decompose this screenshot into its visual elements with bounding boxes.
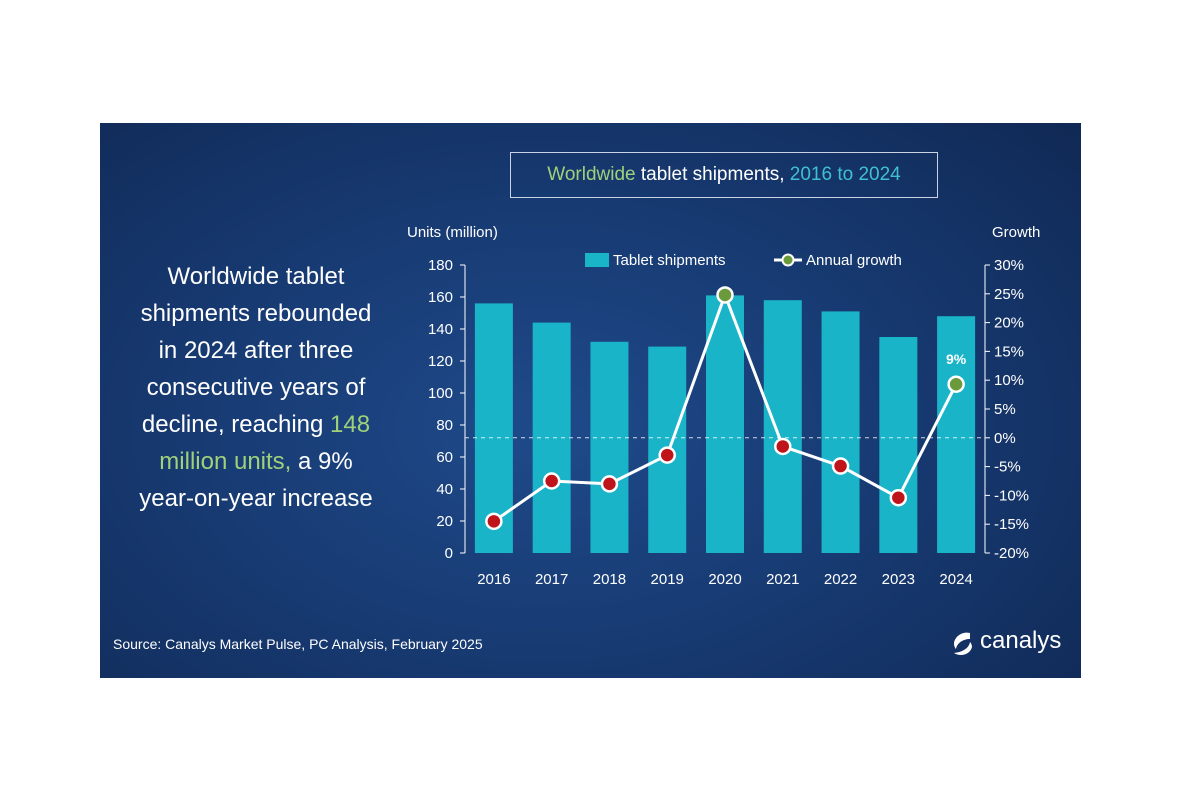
y-tick-label: 40 [436,481,453,498]
bar-2023 [879,337,918,553]
y-tick-label: 140 [428,321,453,338]
growth-point-2022 [831,457,850,475]
growth-point-2016 [485,512,503,531]
source-note: Source: Canalys Market Pulse, PC Analysi… [113,636,483,652]
chart-layer: 0 20 40 60 80 100 120 140 160 180 -20% -15% -10% -5% 0… [407,224,1040,588]
legend-label-growth: Annual growth [806,252,902,269]
x-tick-label: 2023 [882,571,915,588]
growth-point-2024 [947,375,965,393]
growth-point-2023 [889,488,908,507]
y2-tick-label: -10% [994,487,1029,504]
growth-point-2019 [658,446,676,464]
y2-tick-label: -5% [994,459,1021,476]
y2-tick-label: 5% [994,401,1016,418]
headline-text-increase-pct: a 9% [291,448,353,475]
legend-swatch-shipments [585,253,609,267]
x-tick-label: 2019 [651,571,684,588]
y2-tick-label: 20% [994,315,1024,332]
growth-point-2021 [774,437,792,456]
headline-line: Worldwide tablet [167,263,345,290]
headline-line: decline, reaching 148 [112,406,400,443]
y-tick-label: 20 [436,513,453,530]
title-part-worldwide: Worldwide [547,164,636,185]
bar-2020 [706,295,744,553]
bar-2018 [590,341,629,553]
x-tick-label: 2021 [766,571,799,588]
y-tick-label: 60 [436,449,453,466]
headline-line: shipments rebounded [140,300,372,327]
chart-svg: 0 20 40 60 80 100 120 140 160 180 -20% -15% -10% -5% 0… [407,224,1040,588]
x-tick-label: 2018 [593,571,626,588]
headline-text: Worldwide tablet shipments rebounded in … [112,258,400,517]
y-axis-title: Units (million) [407,224,498,241]
growth-point-2017 [542,472,561,490]
headline-highlight-148: 148 [330,411,371,438]
growth-point-2020 [716,286,734,304]
title-part-years: 2016 to 2024 [789,164,901,185]
x-tick-label: 2017 [535,571,568,588]
x-tick-label: 2024 [939,571,972,588]
headline-text-decline: decline, reaching [141,411,331,438]
y2-tick-label: 15% [994,343,1024,360]
y-tick-label: 80 [436,417,453,434]
y2-tick-label: -20% [994,545,1029,562]
y2-tick-label: 10% [994,372,1024,389]
y2-tick-label: 25% [994,286,1024,303]
headline-highlight-million-units: million units, [159,448,292,475]
headline-line: million units, a 9% [112,443,400,480]
y2-tick-label: 30% [994,257,1024,274]
headline-line: consecutive years of [146,374,366,401]
canalys-logo-icon [954,632,972,655]
y-tick-label: 0 [445,545,453,562]
title-part-tablet-shipments: tablet shipments, [635,164,790,185]
infographic-panel: 0 20 40 60 80 100 120 140 160 180 -20% -15% -10% -5% 0… [100,123,1081,678]
growth-point-2018 [600,475,619,493]
brand-name: canalys [980,627,1062,654]
y-tick-label: 180 [428,257,453,274]
x-tick-label: 2016 [477,571,510,588]
legend-swatch-growth-marker [781,253,795,267]
headline-line: year-on-year increase [139,485,373,512]
bar-2024 [937,316,976,553]
y2-tick-label: -15% [994,516,1029,533]
legend-label-shipments: Tablet shipments [613,252,726,269]
y-tick-label: 160 [428,289,453,306]
y-tick-label: 100 [428,385,453,402]
bar-2021 [763,300,802,553]
bar-2022 [821,311,860,553]
data-label-growth-2024: 9% [946,351,967,367]
brand-logo: canalys [948,625,1074,661]
x-tick-label: 2022 [824,571,857,588]
chart-title: Worldwide tablet shipments, 2016 to 2024 [510,152,938,198]
y-tick-label: 120 [428,353,453,370]
headline-line: in 2024 after three [158,337,354,364]
x-tick-label: 2020 [708,571,741,588]
y2-tick-label: 0% [994,430,1016,447]
y2-axis-title: Growth [992,224,1040,241]
